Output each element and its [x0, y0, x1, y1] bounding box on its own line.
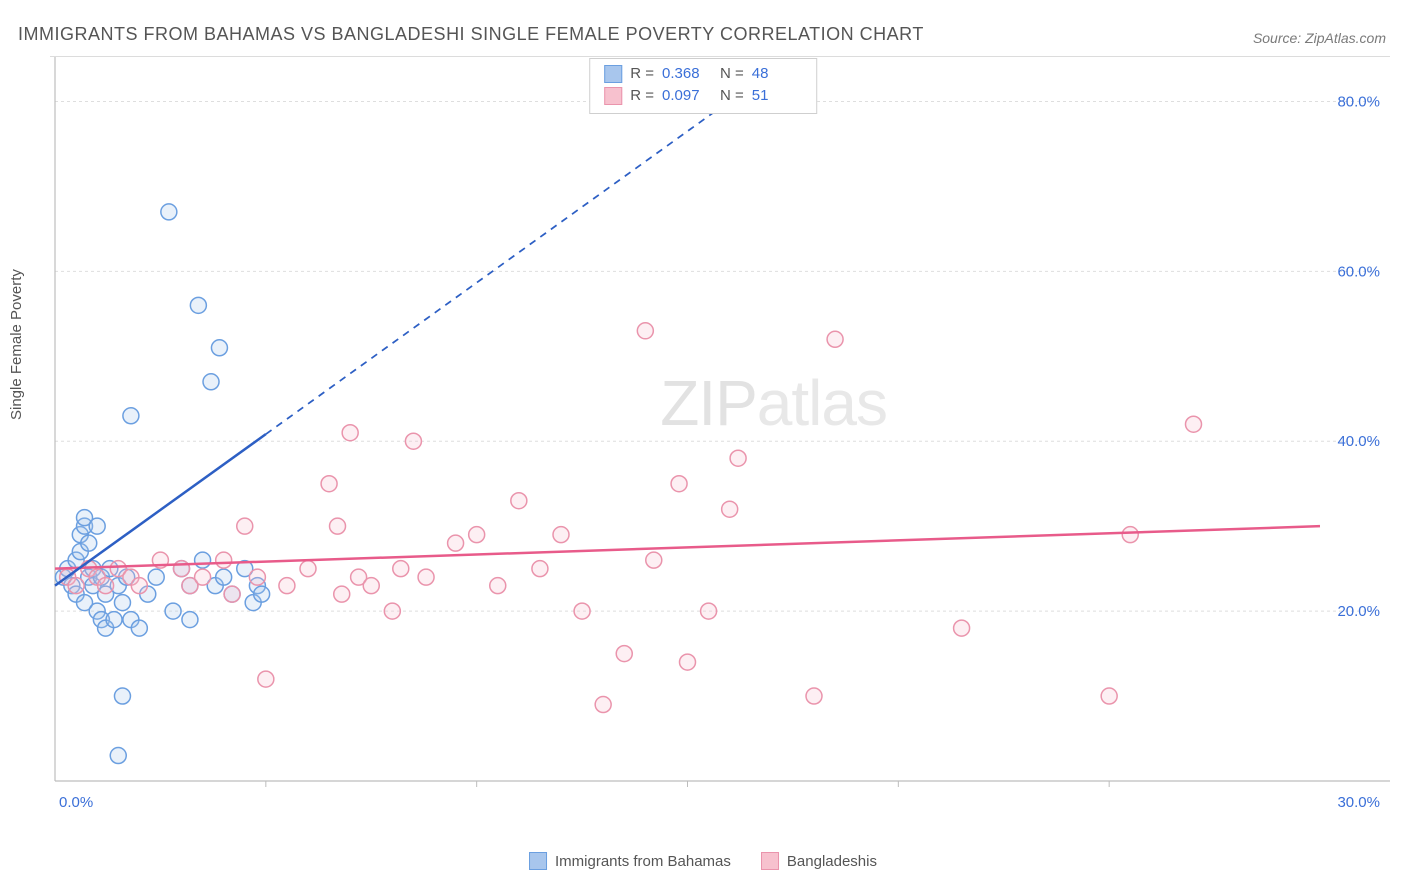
stats-row-series-1: R = 0.368 N = 48 — [604, 63, 802, 85]
plot-area: 20.0%40.0%60.0%80.0%0.0%30.0% ZIPatlas — [50, 56, 1390, 826]
r-value-2: 0.097 — [662, 85, 712, 107]
source-prefix: Source: — [1253, 30, 1305, 46]
svg-text:60.0%: 60.0% — [1337, 263, 1380, 280]
legend: Immigrants from Bahamas Bangladeshis — [529, 852, 877, 870]
stats-row-series-2: R = 0.097 N = 51 — [604, 85, 802, 107]
n-label: N = — [720, 85, 744, 107]
legend-swatch-2 — [761, 852, 779, 870]
r-value-1: 0.368 — [662, 63, 712, 85]
svg-text:30.0%: 30.0% — [1337, 794, 1380, 811]
n-label: N = — [720, 63, 744, 85]
r-label: R = — [630, 63, 654, 85]
n-value-2: 51 — [752, 85, 802, 107]
scatter-plot-svg: 20.0% 40.0% 60.0% 80.0% 0.0% 30.0% — [50, 57, 1390, 827]
legend-item-2: Bangladeshis — [761, 852, 877, 870]
legend-label-1: Immigrants from Bahamas — [555, 853, 731, 870]
y-axis-label: Single Female Poverty — [8, 269, 25, 420]
swatch-series-2 — [604, 87, 622, 105]
chart-title: IMMIGRANTS FROM BAHAMAS VS BANGLADESHI S… — [18, 24, 924, 45]
svg-text:80.0%: 80.0% — [1337, 93, 1380, 110]
svg-text:20.0%: 20.0% — [1337, 603, 1380, 620]
swatch-series-1 — [604, 65, 622, 83]
legend-item-1: Immigrants from Bahamas — [529, 852, 731, 870]
chart-container: IMMIGRANTS FROM BAHAMAS VS BANGLADESHI S… — [0, 0, 1406, 892]
legend-swatch-1 — [529, 852, 547, 870]
source-name: ZipAtlas.com — [1305, 30, 1386, 46]
correlation-stats-box: R = 0.368 N = 48 R = 0.097 N = 51 — [589, 58, 817, 114]
n-value-1: 48 — [752, 63, 802, 85]
legend-label-2: Bangladeshis — [787, 853, 877, 870]
source-attribution: Source: ZipAtlas.com — [1253, 30, 1386, 46]
svg-text:40.0%: 40.0% — [1337, 433, 1380, 450]
svg-text:0.0%: 0.0% — [59, 794, 93, 811]
r-label: R = — [630, 85, 654, 107]
